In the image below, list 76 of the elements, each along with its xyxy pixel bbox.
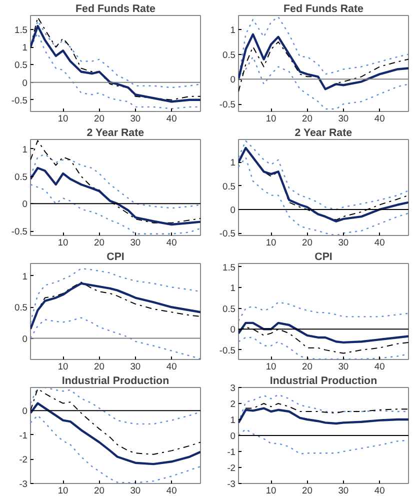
- x-tick-label: 10: [266, 362, 276, 372]
- y-tick-label: 1.5: [222, 262, 236, 272]
- x-tick-label: 20: [94, 114, 104, 124]
- x-tick-label: 20: [302, 362, 312, 372]
- y-tick-label: 0: [230, 204, 236, 215]
- y-tick-label: 3: [230, 383, 236, 393]
- y-tick-label: 1: [22, 42, 28, 53]
- chart-title: Fed Funds Rate: [76, 3, 156, 15]
- x-tick-label: 40: [166, 114, 177, 124]
- chart-title: Industrial Production: [62, 375, 170, 387]
- y-tick-label: -0.5: [11, 95, 28, 106]
- y-tick-label: 0: [22, 334, 28, 344]
- x-tick-label: 30: [130, 238, 141, 248]
- x-tick-label: 20: [94, 486, 104, 496]
- x-tick-label: 30: [130, 486, 141, 496]
- x-tick-label: 40: [166, 238, 177, 248]
- x-tick-label: 40: [374, 114, 385, 124]
- chart-title: 2 Year Rate: [294, 127, 352, 139]
- chart-title: Fed Funds Rate: [284, 3, 364, 15]
- x-tick-label: 40: [374, 238, 385, 248]
- x-tick-label: 40: [166, 362, 177, 372]
- chart-title: Industrial Production: [270, 375, 378, 387]
- y-tick-label: 0.5: [14, 60, 28, 70]
- x-tick-label: 40: [374, 486, 385, 496]
- chart-title: 2 Year Rate: [86, 127, 144, 139]
- y-tick-label: -1: [19, 430, 28, 440]
- x-tick-label: 10: [58, 362, 68, 372]
- y-tick-label: 1: [230, 283, 236, 294]
- y-tick-label: 0: [230, 324, 236, 335]
- y-tick-label: 0.5: [222, 50, 236, 60]
- x-tick-label: 30: [338, 486, 349, 496]
- x-tick-label: 40: [166, 486, 177, 496]
- x-tick-label: 40: [374, 362, 385, 372]
- x-tick-label: 20: [302, 486, 312, 496]
- y-tick-label: 0.5: [14, 172, 28, 182]
- y-tick-label: 0: [230, 74, 236, 85]
- y-tick-label: 2: [230, 399, 236, 409]
- y-tick-label: 0: [22, 78, 28, 88]
- y-tick-label: -0.5: [11, 226, 28, 237]
- y-tick-label: -2: [227, 463, 236, 473]
- y-tick-label: -2: [19, 454, 28, 465]
- y-tick-label: -3: [227, 479, 236, 489]
- x-tick-label: 10: [58, 238, 68, 248]
- y-tick-label: 0.5: [14, 302, 28, 313]
- x-tick-label: 20: [94, 362, 104, 372]
- x-tick-label: 30: [130, 362, 141, 372]
- y-tick-label: -0.5: [219, 228, 236, 239]
- y-tick-label: 1: [22, 271, 28, 282]
- x-tick-label: 20: [94, 238, 104, 248]
- y-tick-label: -0.5: [219, 345, 236, 356]
- y-tick-label: 0: [230, 431, 236, 441]
- chart-title: CPI: [106, 251, 124, 263]
- y-tick-label: 1: [230, 24, 236, 35]
- y-tick-label: 0.5: [222, 304, 236, 314]
- y-tick-label: 1.5: [14, 25, 28, 36]
- x-tick-label: 30: [338, 114, 349, 124]
- y-tick-label: 0: [22, 406, 28, 416]
- x-tick-label: 20: [302, 238, 312, 248]
- y-tick-label: -1: [227, 447, 236, 457]
- x-tick-label: 10: [58, 114, 68, 124]
- y-tick-label: 1: [22, 144, 28, 154]
- x-tick-label: 30: [338, 238, 349, 248]
- y-tick-label: 0.5: [222, 181, 236, 192]
- x-tick-label: 30: [338, 362, 349, 372]
- y-tick-label: 1: [230, 158, 236, 168]
- x-tick-label: 10: [266, 238, 276, 248]
- y-tick-label: -3: [19, 479, 28, 489]
- x-tick-label: 10: [266, 114, 276, 124]
- x-tick-label: 10: [58, 486, 68, 496]
- x-tick-label: 10: [266, 486, 276, 496]
- y-tick-label: -0.5: [219, 100, 236, 110]
- y-tick-label: 1: [230, 415, 236, 425]
- chart-title: CPI: [314, 251, 332, 263]
- y-tick-label: 0: [22, 199, 28, 210]
- x-tick-label: 30: [130, 114, 141, 124]
- x-tick-label: 20: [302, 114, 312, 124]
